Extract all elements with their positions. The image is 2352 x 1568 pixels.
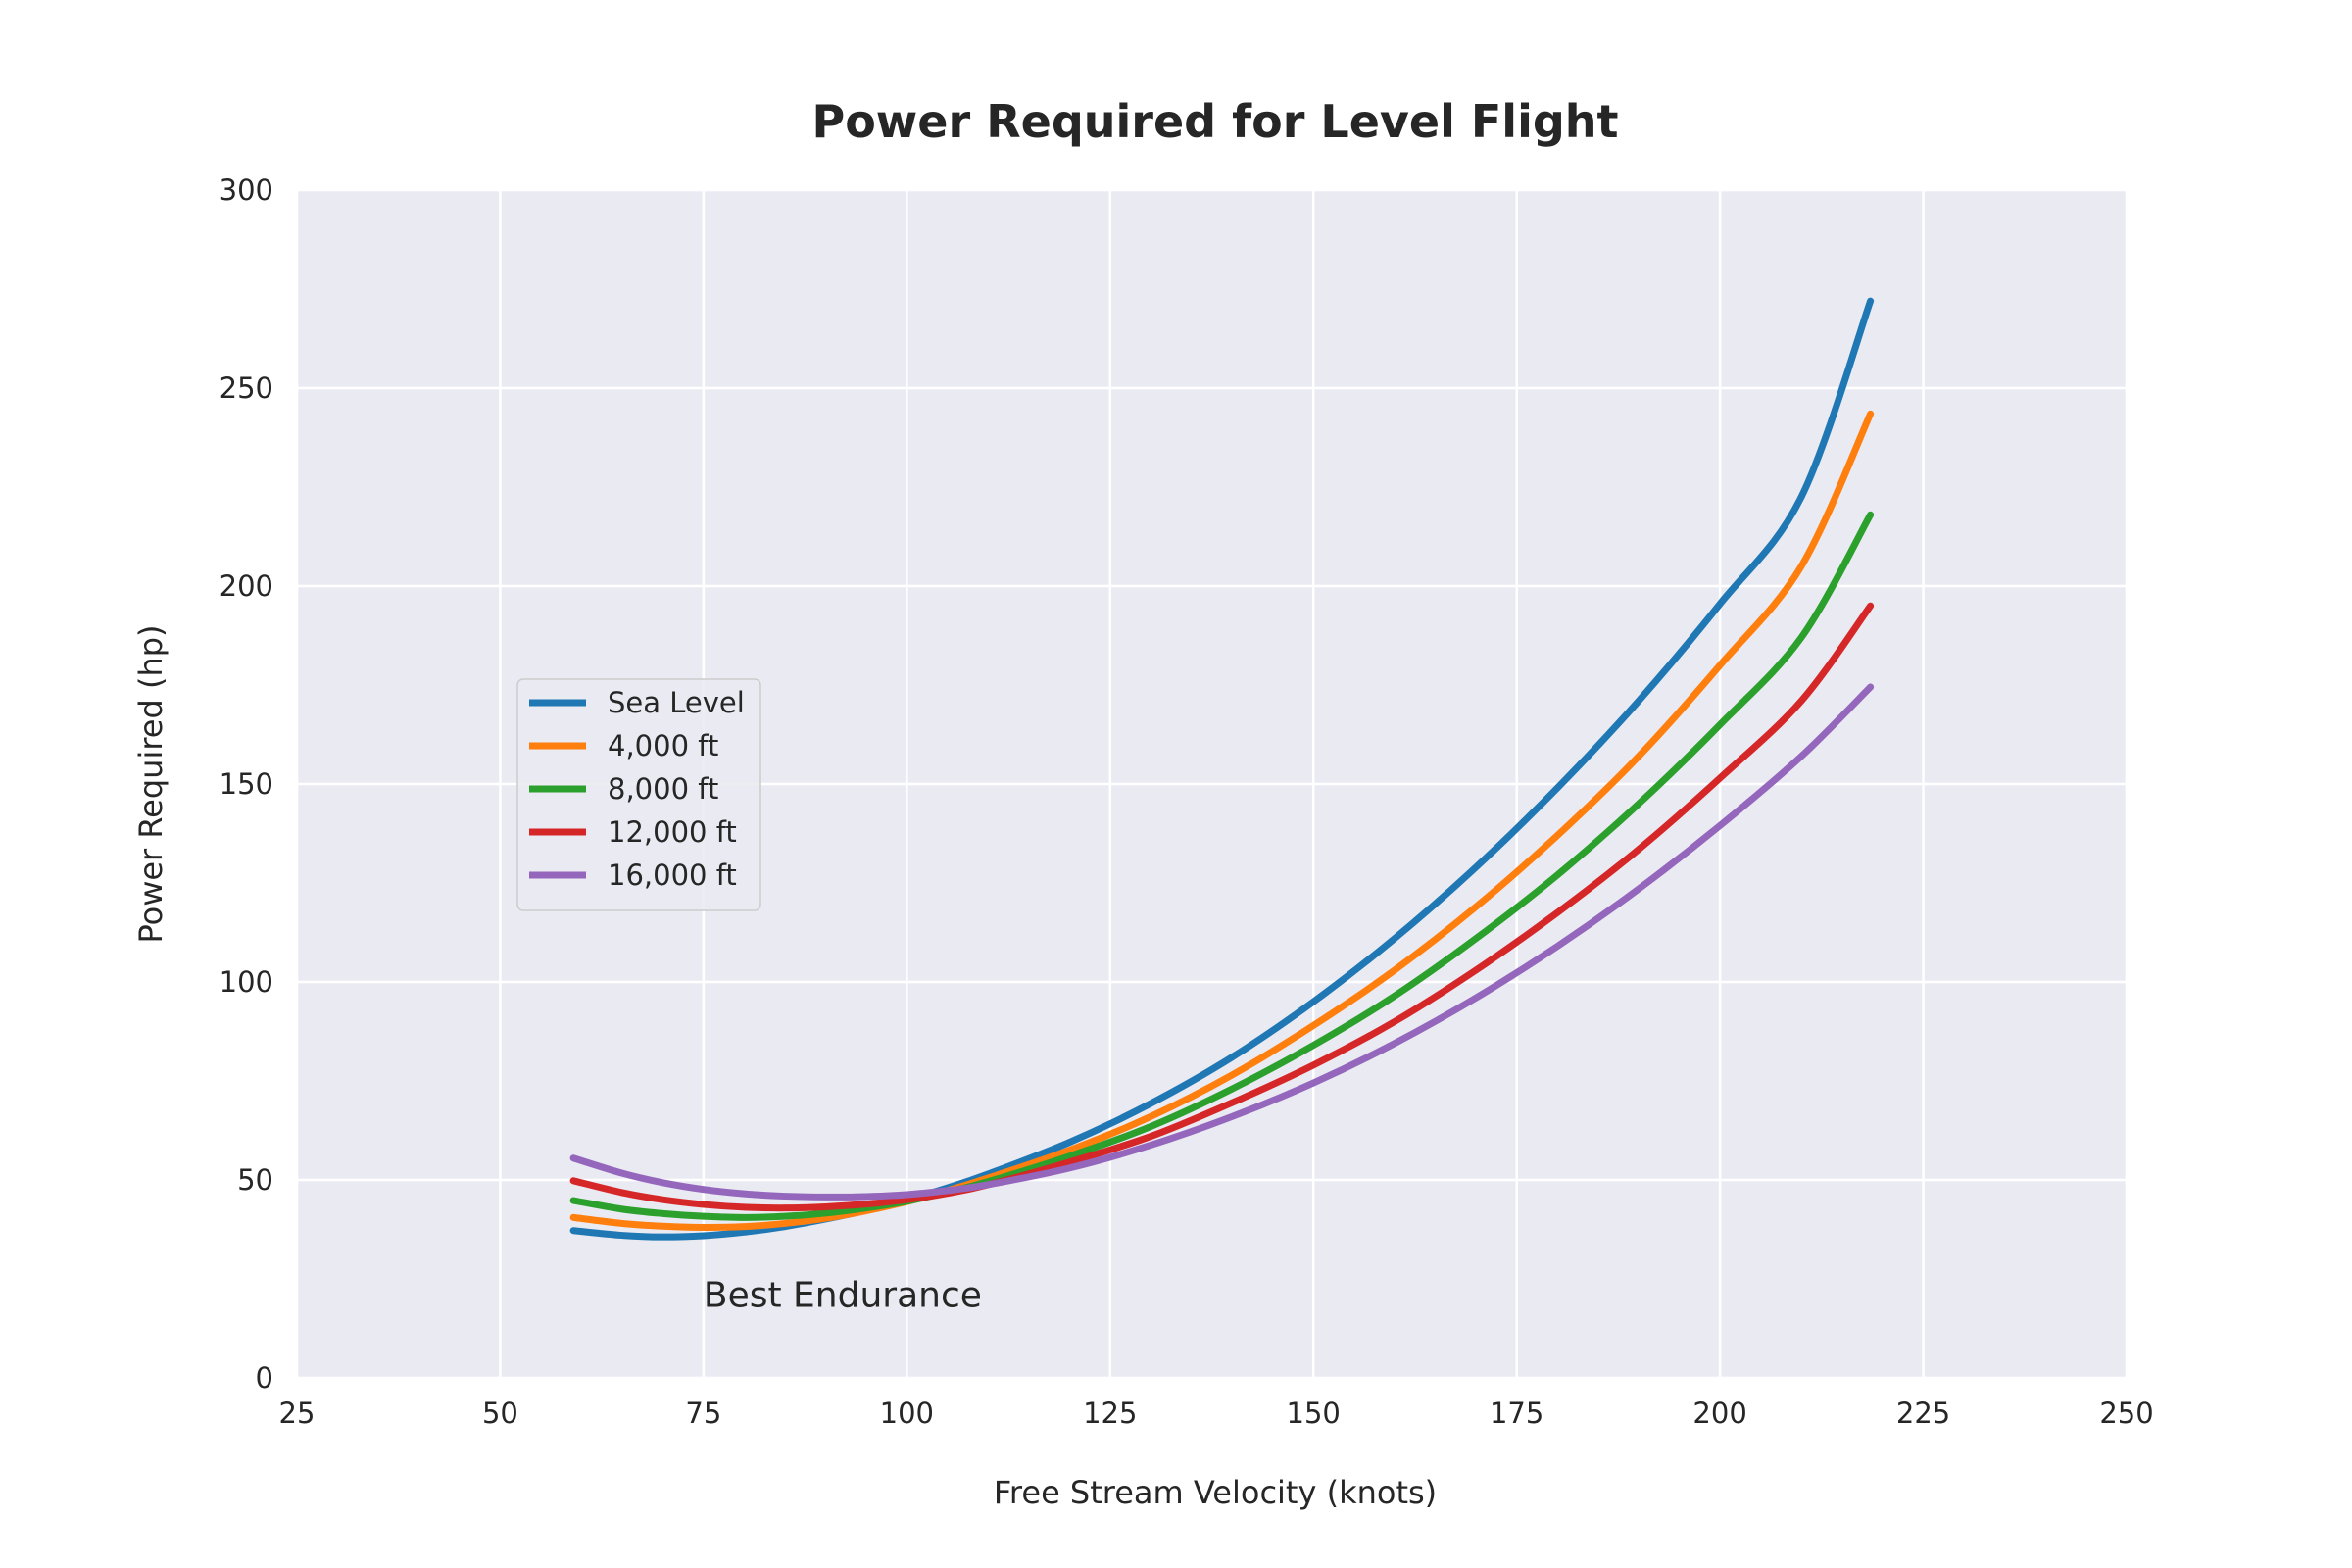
y-tick-label: 150 xyxy=(220,767,273,801)
x-tick-label: 25 xyxy=(279,1396,316,1430)
x-tick-label: 50 xyxy=(482,1396,518,1430)
grid xyxy=(295,188,2129,1380)
series-line-0 xyxy=(569,297,1875,1241)
x-axis-label: Free Stream Velocity (knots) xyxy=(994,1474,1437,1511)
x-tick-label: 225 xyxy=(1896,1396,1950,1430)
legend-frame xyxy=(516,678,761,911)
annotation-label: Best Endurance xyxy=(704,1275,982,1315)
y-tick-label: 0 xyxy=(256,1361,273,1395)
legend-label: 12,000 ft xyxy=(608,815,737,849)
legend: Sea Level 4,000 ft 8,000 ft 12,000 ft 16,000… xyxy=(516,678,761,911)
x-tick-label: 250 xyxy=(2099,1396,2153,1430)
x-tick-label: 175 xyxy=(1490,1396,1544,1430)
legend-label: 4,000 ft xyxy=(608,729,718,762)
y-tick-label: 100 xyxy=(220,965,273,999)
y-axis-label: Power Required (hp) xyxy=(132,624,170,943)
x-tick-label: 75 xyxy=(685,1396,721,1430)
x-tick-label: 100 xyxy=(880,1396,934,1430)
series-lines xyxy=(569,297,1875,1241)
chart-title: Power Required for Level Flight xyxy=(811,95,1618,148)
series-line-3 xyxy=(569,602,1875,1212)
x-tick-label: 150 xyxy=(1287,1396,1341,1430)
y-tick-label: 200 xyxy=(220,569,273,603)
legend-label: 16,000 ft xyxy=(608,858,737,892)
x-tick-label: 125 xyxy=(1083,1396,1137,1430)
tick-labels: 25 50 75 100 125 150 175 200 225 250 0 50 100 150 200 2… xyxy=(220,173,2154,1430)
series-line-1 xyxy=(569,410,1875,1231)
y-tick-label: 300 xyxy=(220,173,273,207)
legend-label: Sea Level xyxy=(608,686,745,719)
y-tick-label: 50 xyxy=(237,1163,273,1197)
y-tick-label: 250 xyxy=(220,371,273,405)
series-line-4 xyxy=(569,683,1875,1200)
annotations: Best Endurance xyxy=(704,1275,982,1315)
x-tick-label: 200 xyxy=(1692,1396,1746,1430)
legend-label: 8,000 ft xyxy=(608,772,718,806)
series-line-2 xyxy=(569,511,1875,1221)
